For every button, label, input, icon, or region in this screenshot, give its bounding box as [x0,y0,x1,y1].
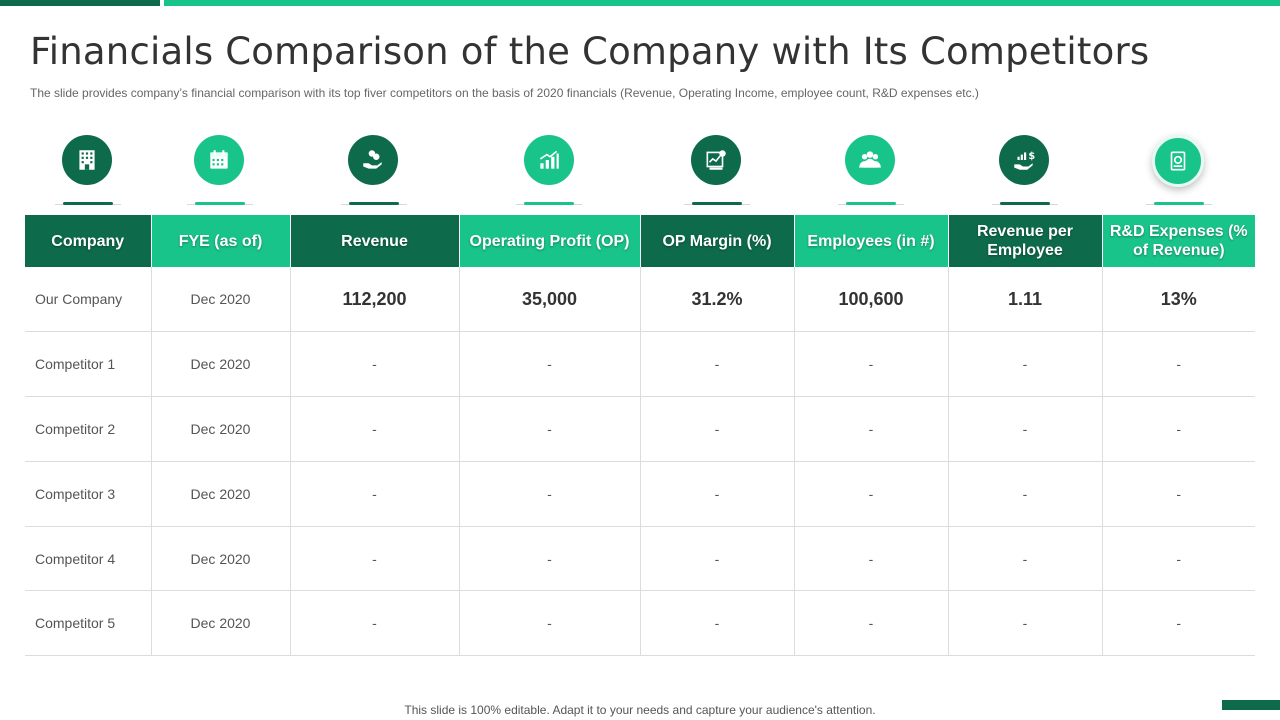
icon-row: $ [25,130,1255,210]
op-margin-cell: - [640,526,795,592]
rd-expenses-cell: - [1102,526,1255,592]
top-accent-bar-light [164,0,1280,6]
company-name-cell: Our Company [25,267,152,333]
icon-underline [349,202,399,205]
fye-cell: Dec 2020 [151,590,291,657]
rd-expenses-cell: - [1102,331,1255,398]
employees-group-icon [845,135,895,185]
revenue-cell: 112,200 [290,267,460,333]
column-header-company: Company [25,215,152,267]
top-accent-bar-dark [0,0,160,6]
icon-cell-operating-profit [459,130,640,210]
page-subtitle: The slide provides company’s financial c… [30,86,979,100]
column-header-employees: Employees (in #) [794,215,949,267]
icon-cell-company [25,130,151,210]
table-header-row: Company FYE (as of) Revenue Operating Pr… [25,215,1255,267]
op-margin-cell: - [640,590,795,657]
revenue-per-employee-cell: - [948,331,1103,398]
employees-cell: - [794,526,949,592]
company-name-cell: Competitor 2 [25,396,152,462]
research-document-icon [1152,135,1204,187]
svg-text:$: $ [1028,151,1035,162]
corner-accent-bar [1222,700,1280,710]
table-row: Our Company Dec 2020 112,200 35,000 31.2… [25,267,1255,333]
icon-underline [195,202,245,205]
operating-profit-cell: - [459,590,641,657]
employees-cell: 100,600 [794,267,949,333]
financials-comparison-table: Company FYE (as of) Revenue Operating Pr… [25,215,1255,657]
hand-coins-icon [348,135,398,185]
table-row: Competitor 1 Dec 2020 - - - - - - [25,331,1255,398]
footer-note: This slide is 100% editable. Adapt it to… [404,703,876,717]
fye-cell: Dec 2020 [151,396,291,462]
column-header-revenue-per-employee: Revenue per Employee [948,215,1103,267]
icon-underline [692,202,742,205]
hand-revenue-icon: $ [999,135,1049,185]
revenue-per-employee-cell: - [948,396,1103,462]
icon-cell-fye [151,130,290,210]
calendar-icon [194,135,244,185]
table-row: Competitor 3 Dec 2020 - - - - - - [25,461,1255,527]
icon-cell-revenue-per-employee: $ [948,130,1102,210]
operating-profit-cell: 35,000 [459,267,641,333]
column-header-operating-profit: Operating Profit (OP) [459,215,641,267]
employees-cell: - [794,331,949,398]
fye-cell: Dec 2020 [151,461,291,527]
column-header-op-margin: OP Margin (%) [640,215,795,267]
growth-chart-icon [524,135,574,185]
company-name-cell: Competitor 3 [25,461,152,527]
revenue-per-employee-cell: - [948,590,1103,657]
financial-report-icon [691,135,741,185]
table-row: Competitor 5 Dec 2020 - - - - - - [25,590,1255,657]
op-margin-cell: 31.2% [640,267,795,333]
building-icon [62,135,112,185]
rd-expenses-cell: 13% [1102,267,1255,333]
column-header-rd-expenses: R&D Expenses (% of Revenue) [1102,215,1255,267]
revenue-cell: - [290,461,460,527]
company-name-cell: Competitor 4 [25,526,152,592]
revenue-cell: - [290,590,460,657]
fye-cell: Dec 2020 [151,331,291,398]
operating-profit-cell: - [459,331,641,398]
company-name-cell: Competitor 1 [25,331,152,398]
employees-cell: - [794,461,949,527]
op-margin-cell: - [640,396,795,462]
revenue-per-employee-cell: 1.11 [948,267,1103,333]
op-margin-cell: - [640,331,795,398]
revenue-cell: - [290,331,460,398]
operating-profit-cell: - [459,526,641,592]
icon-underline [1154,202,1204,205]
icon-cell-rd-expenses [1102,130,1255,210]
fye-cell: Dec 2020 [151,526,291,592]
icon-underline [1000,202,1050,205]
icon-underline [846,202,896,205]
operating-profit-cell: - [459,396,641,462]
fye-cell: Dec 2020 [151,267,291,333]
icon-underline [63,202,113,205]
icon-underline [524,202,574,205]
rd-expenses-cell: - [1102,461,1255,527]
icon-cell-op-margin [640,130,794,210]
op-margin-cell: - [640,461,795,527]
rd-expenses-cell: - [1102,396,1255,462]
table-row: Competitor 2 Dec 2020 - - - - - - [25,396,1255,462]
revenue-cell: - [290,396,460,462]
page-title: Financials Comparison of the Company wit… [30,30,1150,73]
table-row: Competitor 4 Dec 2020 - - - - - - [25,526,1255,592]
column-header-revenue: Revenue [290,215,460,267]
company-name-cell: Competitor 5 [25,590,152,657]
revenue-cell: - [290,526,460,592]
employees-cell: - [794,396,949,462]
revenue-per-employee-cell: - [948,461,1103,527]
employees-cell: - [794,590,949,657]
operating-profit-cell: - [459,461,641,527]
icon-cell-revenue [290,130,459,210]
revenue-per-employee-cell: - [948,526,1103,592]
icon-cell-employees [794,130,948,210]
rd-expenses-cell: - [1102,590,1255,657]
column-header-fye: FYE (as of) [151,215,291,267]
